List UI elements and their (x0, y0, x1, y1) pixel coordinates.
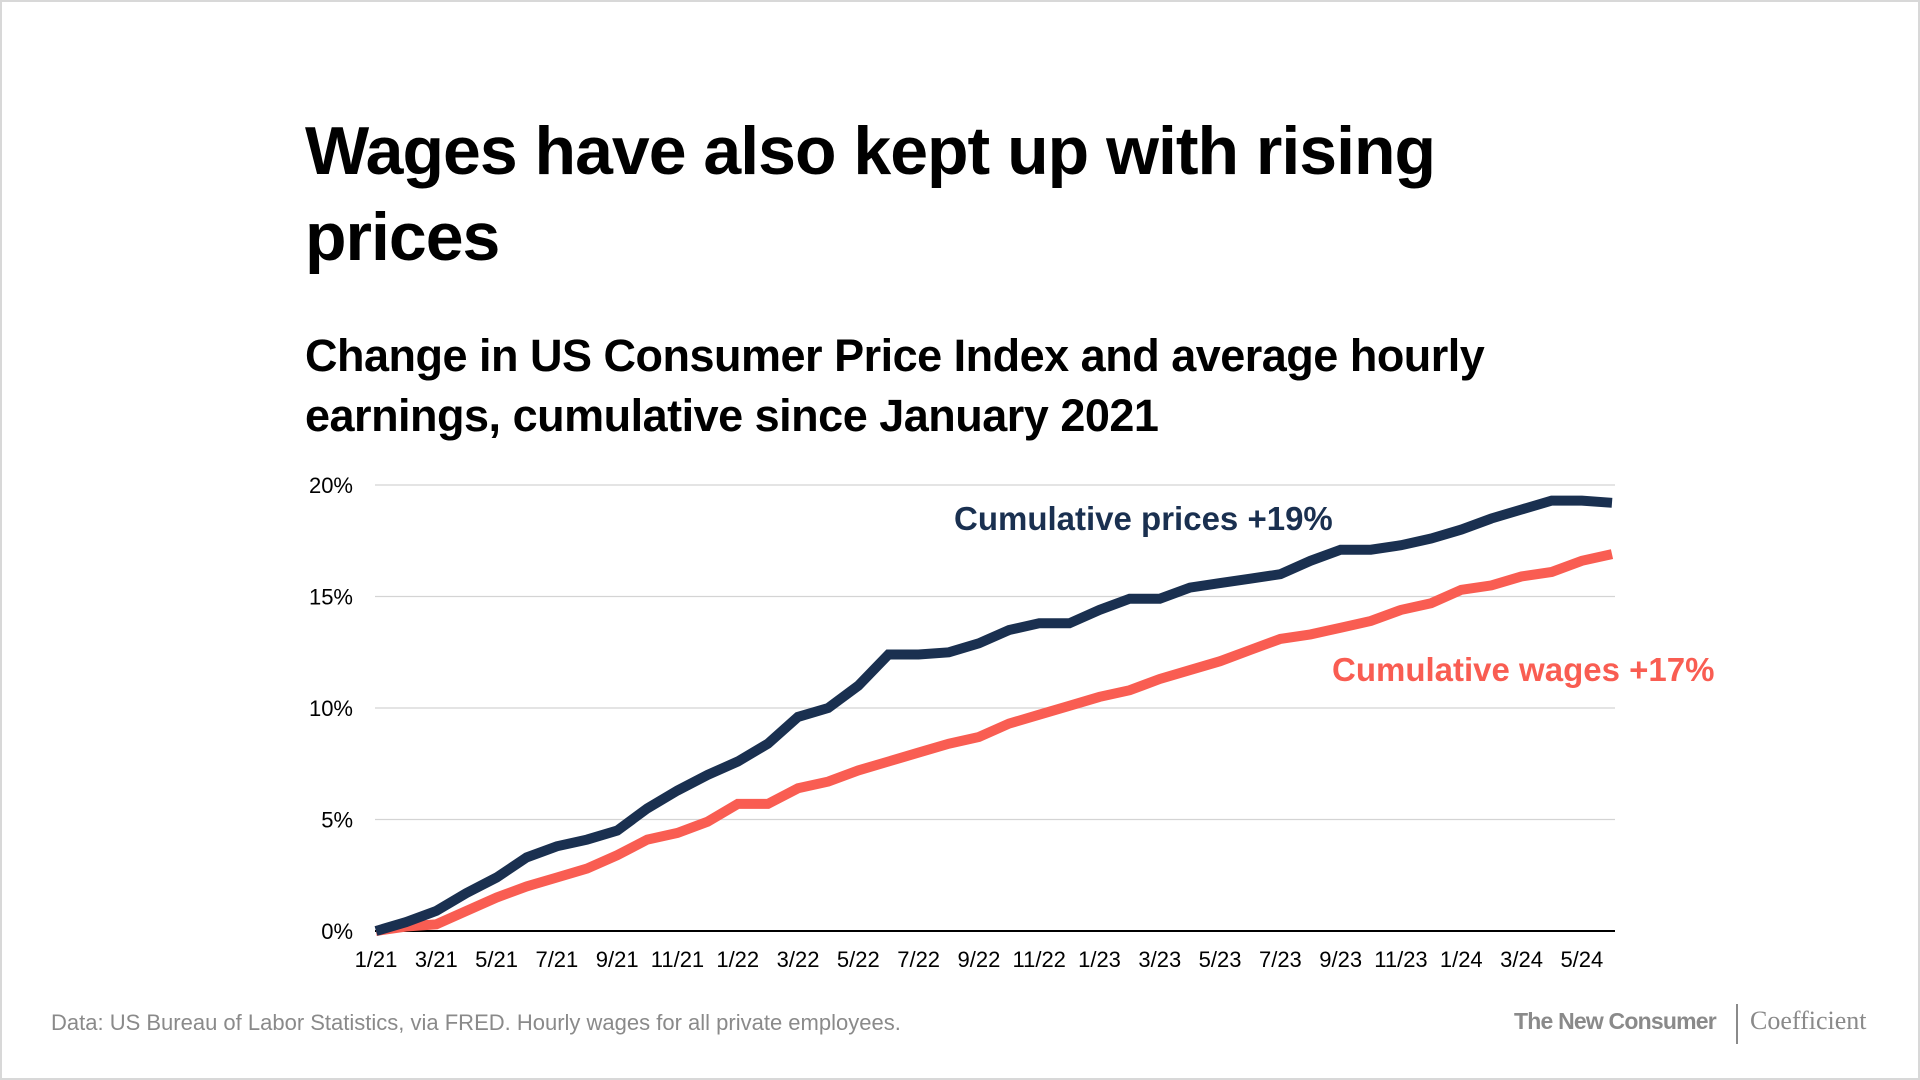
y-tick-label: 20% (309, 473, 353, 498)
x-tick-label: 7/23 (1259, 947, 1302, 972)
x-tick-label: 3/24 (1500, 947, 1543, 972)
wages-series-label: Cumulative wages +17% (1332, 651, 1714, 688)
y-tick-label: 5% (321, 808, 353, 833)
gridlines (375, 484, 1615, 932)
x-tick-label: 1/23 (1078, 947, 1121, 972)
x-tick-label: 9/22 (958, 947, 1001, 972)
x-tick-label: 5/23 (1199, 947, 1242, 972)
x-tick-label: 3/22 (777, 947, 820, 972)
chart-title: Wages have also kept up with rising pric… (305, 113, 1436, 275)
y-tick-label: 10% (309, 696, 353, 721)
brand-logo-coefficient: Coefficient (1750, 1006, 1867, 1035)
x-tick-label: 3/23 (1138, 947, 1181, 972)
prices-line (374, 495, 1613, 936)
x-tick-label: 11/22 (1013, 947, 1066, 972)
x-tick-label: 1/21 (355, 947, 398, 972)
x-tick-label: 5/24 (1560, 947, 1603, 972)
x-tick-label: 1/24 (1440, 947, 1483, 972)
x-tick-label: 11/23 (1374, 947, 1427, 972)
prices-series-label: Cumulative prices +19% (954, 500, 1333, 537)
x-tick-label: 11/21 (651, 947, 704, 972)
brand-logo-new-consumer: The New Consumer (1514, 1008, 1717, 1034)
brand-divider (1736, 1004, 1738, 1044)
x-tick-label: 3/21 (415, 947, 458, 972)
x-tick-label: 5/22 (837, 947, 880, 972)
wages-line (375, 549, 1614, 936)
x-tick-label: 9/23 (1319, 947, 1362, 972)
y-axis-ticks: 0% 5% 10% 15% 20% (309, 473, 353, 944)
x-tick-label: 7/21 (535, 947, 578, 972)
chart-subtitle: Change in US Consumer Price Index and av… (305, 330, 1485, 441)
x-tick-label: 1/22 (716, 947, 759, 972)
x-tick-label: 9/21 (596, 947, 639, 972)
series-lines (374, 495, 1614, 936)
source-note: Data: US Bureau of Labor Statistics, via… (51, 1010, 901, 1035)
series-labels: Cumulative prices +19% Cumulative wages +… (954, 500, 1714, 688)
x-tick-label: 5/21 (475, 947, 518, 972)
y-tick-label: 15% (309, 585, 353, 610)
y-tick-label: 0% (321, 919, 353, 944)
x-axis-ticks: 1/21 3/21 5/21 7/21 9/21 11/21 1/22 3/22 5/22 7/2… (355, 947, 1604, 972)
x-tick-label: 7/22 (897, 947, 940, 972)
